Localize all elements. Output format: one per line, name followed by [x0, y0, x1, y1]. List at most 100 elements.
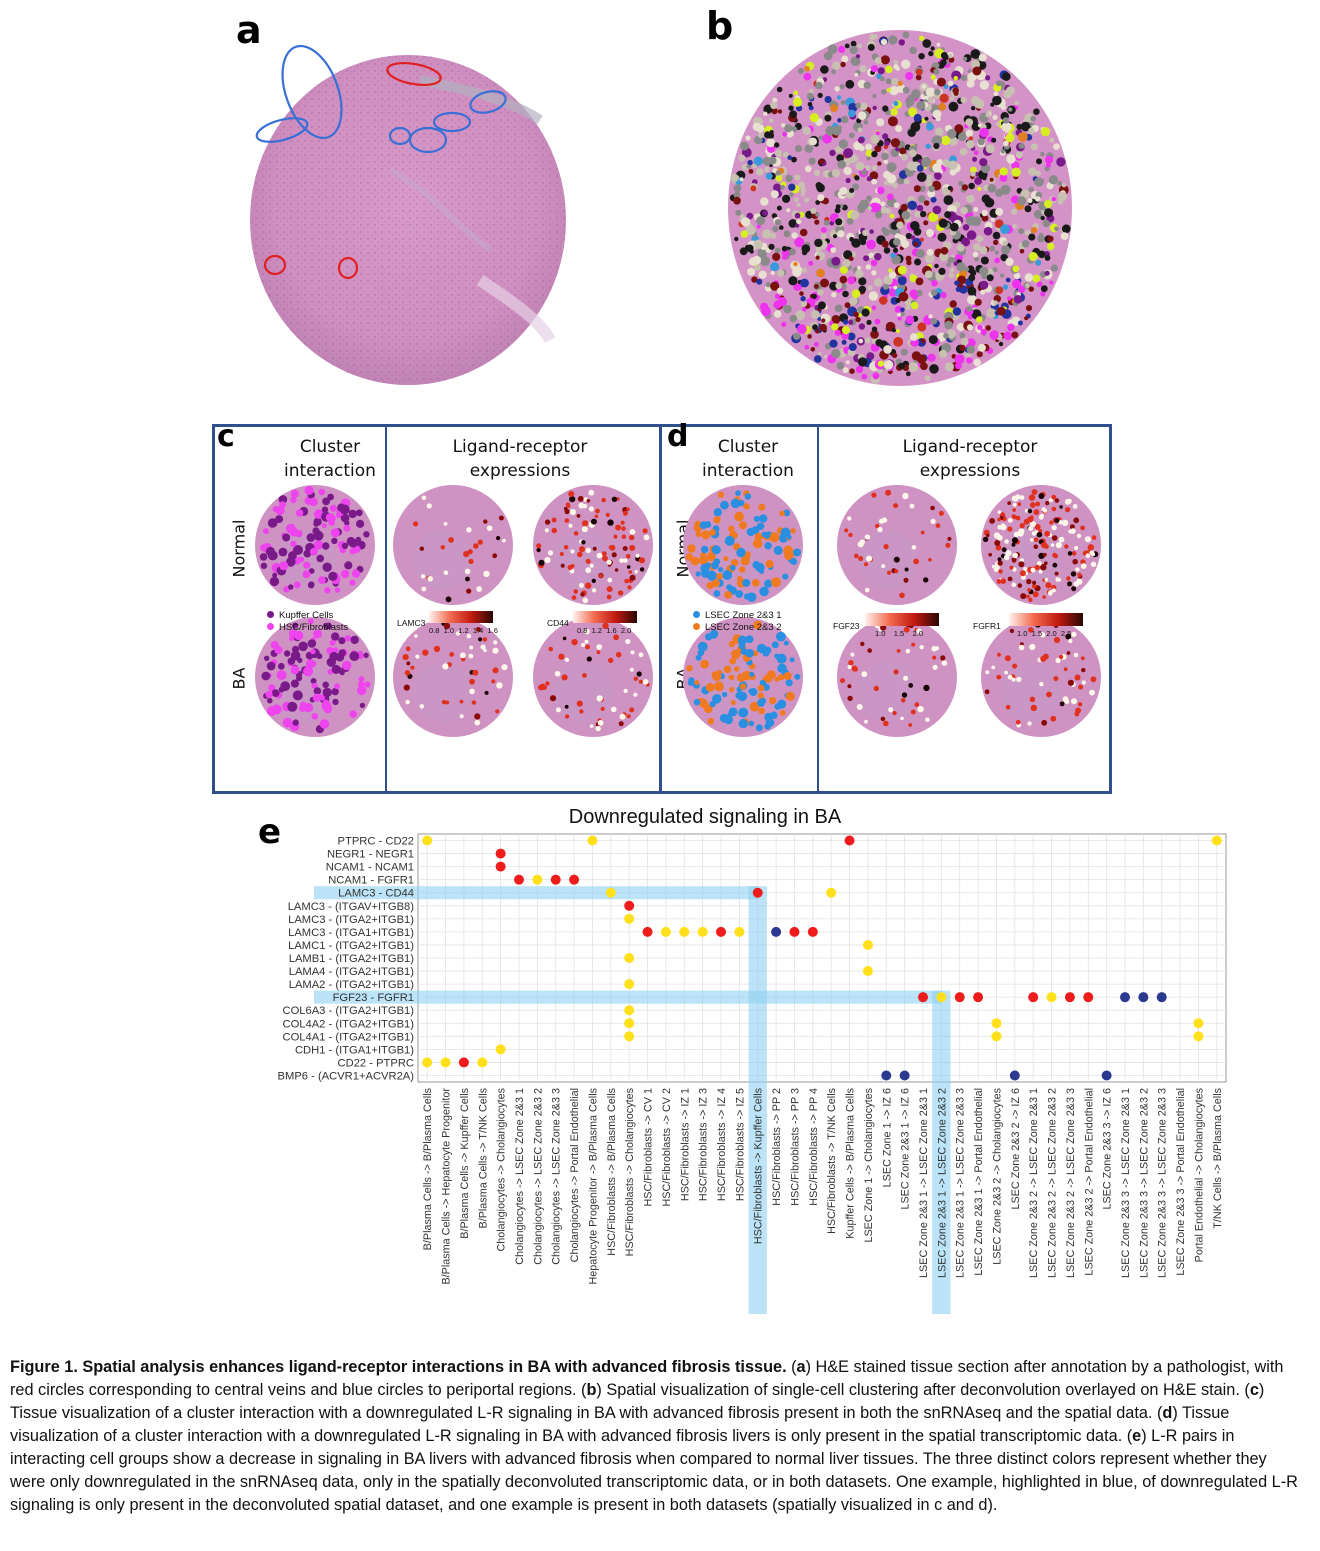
cluster-spot — [897, 80, 903, 86]
dot-point — [1101, 1070, 1112, 1081]
d-legend-lsec1-label: LSEC Zone 2&3 1 — [705, 610, 782, 621]
cluster-spot — [774, 142, 780, 148]
cluster-spot — [944, 211, 952, 219]
cluster-spot — [855, 269, 864, 279]
dot-point — [697, 926, 708, 937]
cluster-spot — [984, 197, 995, 208]
cluster-spot — [966, 194, 975, 203]
cluster-spot — [916, 289, 923, 297]
caption-text: ) L-R pairs in interacting cell groups s… — [10, 1427, 1298, 1514]
x-tick-label: LSEC Zone 2&3 3 -> LSEC Zone 2&3 1 — [1120, 1088, 1132, 1278]
cluster-spot — [1031, 227, 1038, 234]
cluster-spot — [1010, 208, 1018, 215]
cluster-spot — [1035, 170, 1041, 177]
cluster-spot — [924, 116, 929, 121]
y-tick-label: BMP6 - (ACVR1+ACVR2A) — [278, 1070, 415, 1082]
x-tick-label: LSEC Zone 2&3 2 -> LSEC Zone 2&3 1 — [1028, 1088, 1040, 1278]
cluster-spot — [918, 195, 926, 203]
dot-point — [936, 992, 947, 1003]
dot-point — [1083, 992, 1094, 1003]
cluster-spot — [745, 135, 751, 141]
y-tick-label: LAMB1 - (ITGA2+ITGB1) — [289, 953, 415, 965]
cluster-spot — [949, 300, 957, 308]
cluster-spot — [961, 184, 969, 191]
y-tick-label: LAMC3 - (ITGAV+ITGB8) — [288, 901, 415, 913]
cluster-spot — [741, 163, 749, 171]
cluster-spot — [818, 135, 823, 140]
cluster-spot — [774, 219, 782, 226]
cluster-spot — [953, 261, 959, 266]
cluster-spot — [897, 276, 907, 286]
cluster-spot — [859, 145, 865, 152]
cluster-spot — [960, 96, 967, 104]
dot-point — [1138, 992, 1149, 1003]
cluster-spot — [872, 94, 877, 99]
cluster-spot — [775, 170, 781, 176]
cluster-spot — [880, 206, 888, 214]
cluster-spot — [869, 171, 879, 180]
cluster-spot — [1011, 167, 1021, 177]
cluster-spot — [896, 221, 904, 229]
cluster-spot — [733, 184, 742, 193]
cluster-spot — [857, 136, 865, 144]
cluster-spot — [879, 76, 885, 82]
cluster-spot — [1024, 316, 1029, 321]
cluster-spot — [892, 247, 899, 253]
panel-letter-c: c — [217, 419, 235, 454]
cluster-spot — [788, 219, 798, 228]
cluster-spot — [855, 365, 864, 374]
cluster-spot — [776, 205, 782, 211]
cluster-spot — [883, 345, 892, 354]
cluster-spot — [837, 230, 845, 238]
cluster-spot — [857, 357, 868, 367]
cluster-spot — [926, 248, 934, 256]
cluster-spot — [1012, 265, 1020, 273]
cluster-spot — [773, 183, 782, 192]
cluster-spot — [845, 177, 851, 184]
cluster-spot — [881, 152, 889, 160]
scale-fgfr1-bar — [1009, 613, 1083, 626]
highlight-row-band — [314, 990, 942, 1004]
cluster-spot — [866, 176, 872, 182]
cluster-spot — [888, 268, 893, 273]
cluster-spot — [809, 137, 817, 146]
cluster-spot — [869, 229, 874, 234]
cluster-spot — [982, 175, 987, 181]
cluster-spot — [774, 293, 780, 299]
cluster-spot — [917, 354, 927, 364]
cluster-spot — [996, 80, 1002, 87]
cluster-spot — [927, 353, 936, 362]
cluster-spot — [928, 335, 938, 345]
cluster-spot — [905, 255, 912, 262]
cluster-spot — [865, 165, 871, 171]
cluster-spot — [797, 324, 807, 334]
cluster-spot — [934, 88, 941, 96]
dot-point — [624, 953, 635, 963]
cluster-spot — [905, 72, 914, 80]
cluster-spot — [849, 296, 858, 306]
cluster-spot — [816, 183, 825, 193]
cluster-spot — [881, 89, 887, 95]
cluster-spot — [928, 185, 935, 193]
cluster-spot — [768, 243, 775, 250]
cluster-spot — [940, 52, 948, 59]
cluster-spot — [781, 123, 786, 128]
cluster-spot — [773, 310, 782, 318]
cluster-spot — [916, 164, 924, 172]
x-tick-label: Cholangiocytes -> LSEC Zone 2&3 2 — [532, 1088, 544, 1265]
cluster-spot — [925, 87, 936, 97]
dot-point — [844, 835, 855, 846]
dot-point — [624, 1031, 635, 1042]
cluster-spot — [849, 45, 858, 55]
panel-letter-d: d — [667, 419, 689, 454]
cluster-spot — [1019, 248, 1025, 254]
cluster-spot — [842, 319, 849, 325]
cluster-spot — [893, 202, 900, 209]
cluster-spot — [998, 341, 1004, 347]
cluster-spot — [890, 138, 901, 148]
d-legend-lsec1-swatch — [693, 611, 700, 618]
cluster-spot — [780, 184, 785, 190]
cluster-spot — [854, 175, 860, 181]
cluster-spot — [813, 169, 821, 176]
cluster-spot — [839, 84, 845, 90]
